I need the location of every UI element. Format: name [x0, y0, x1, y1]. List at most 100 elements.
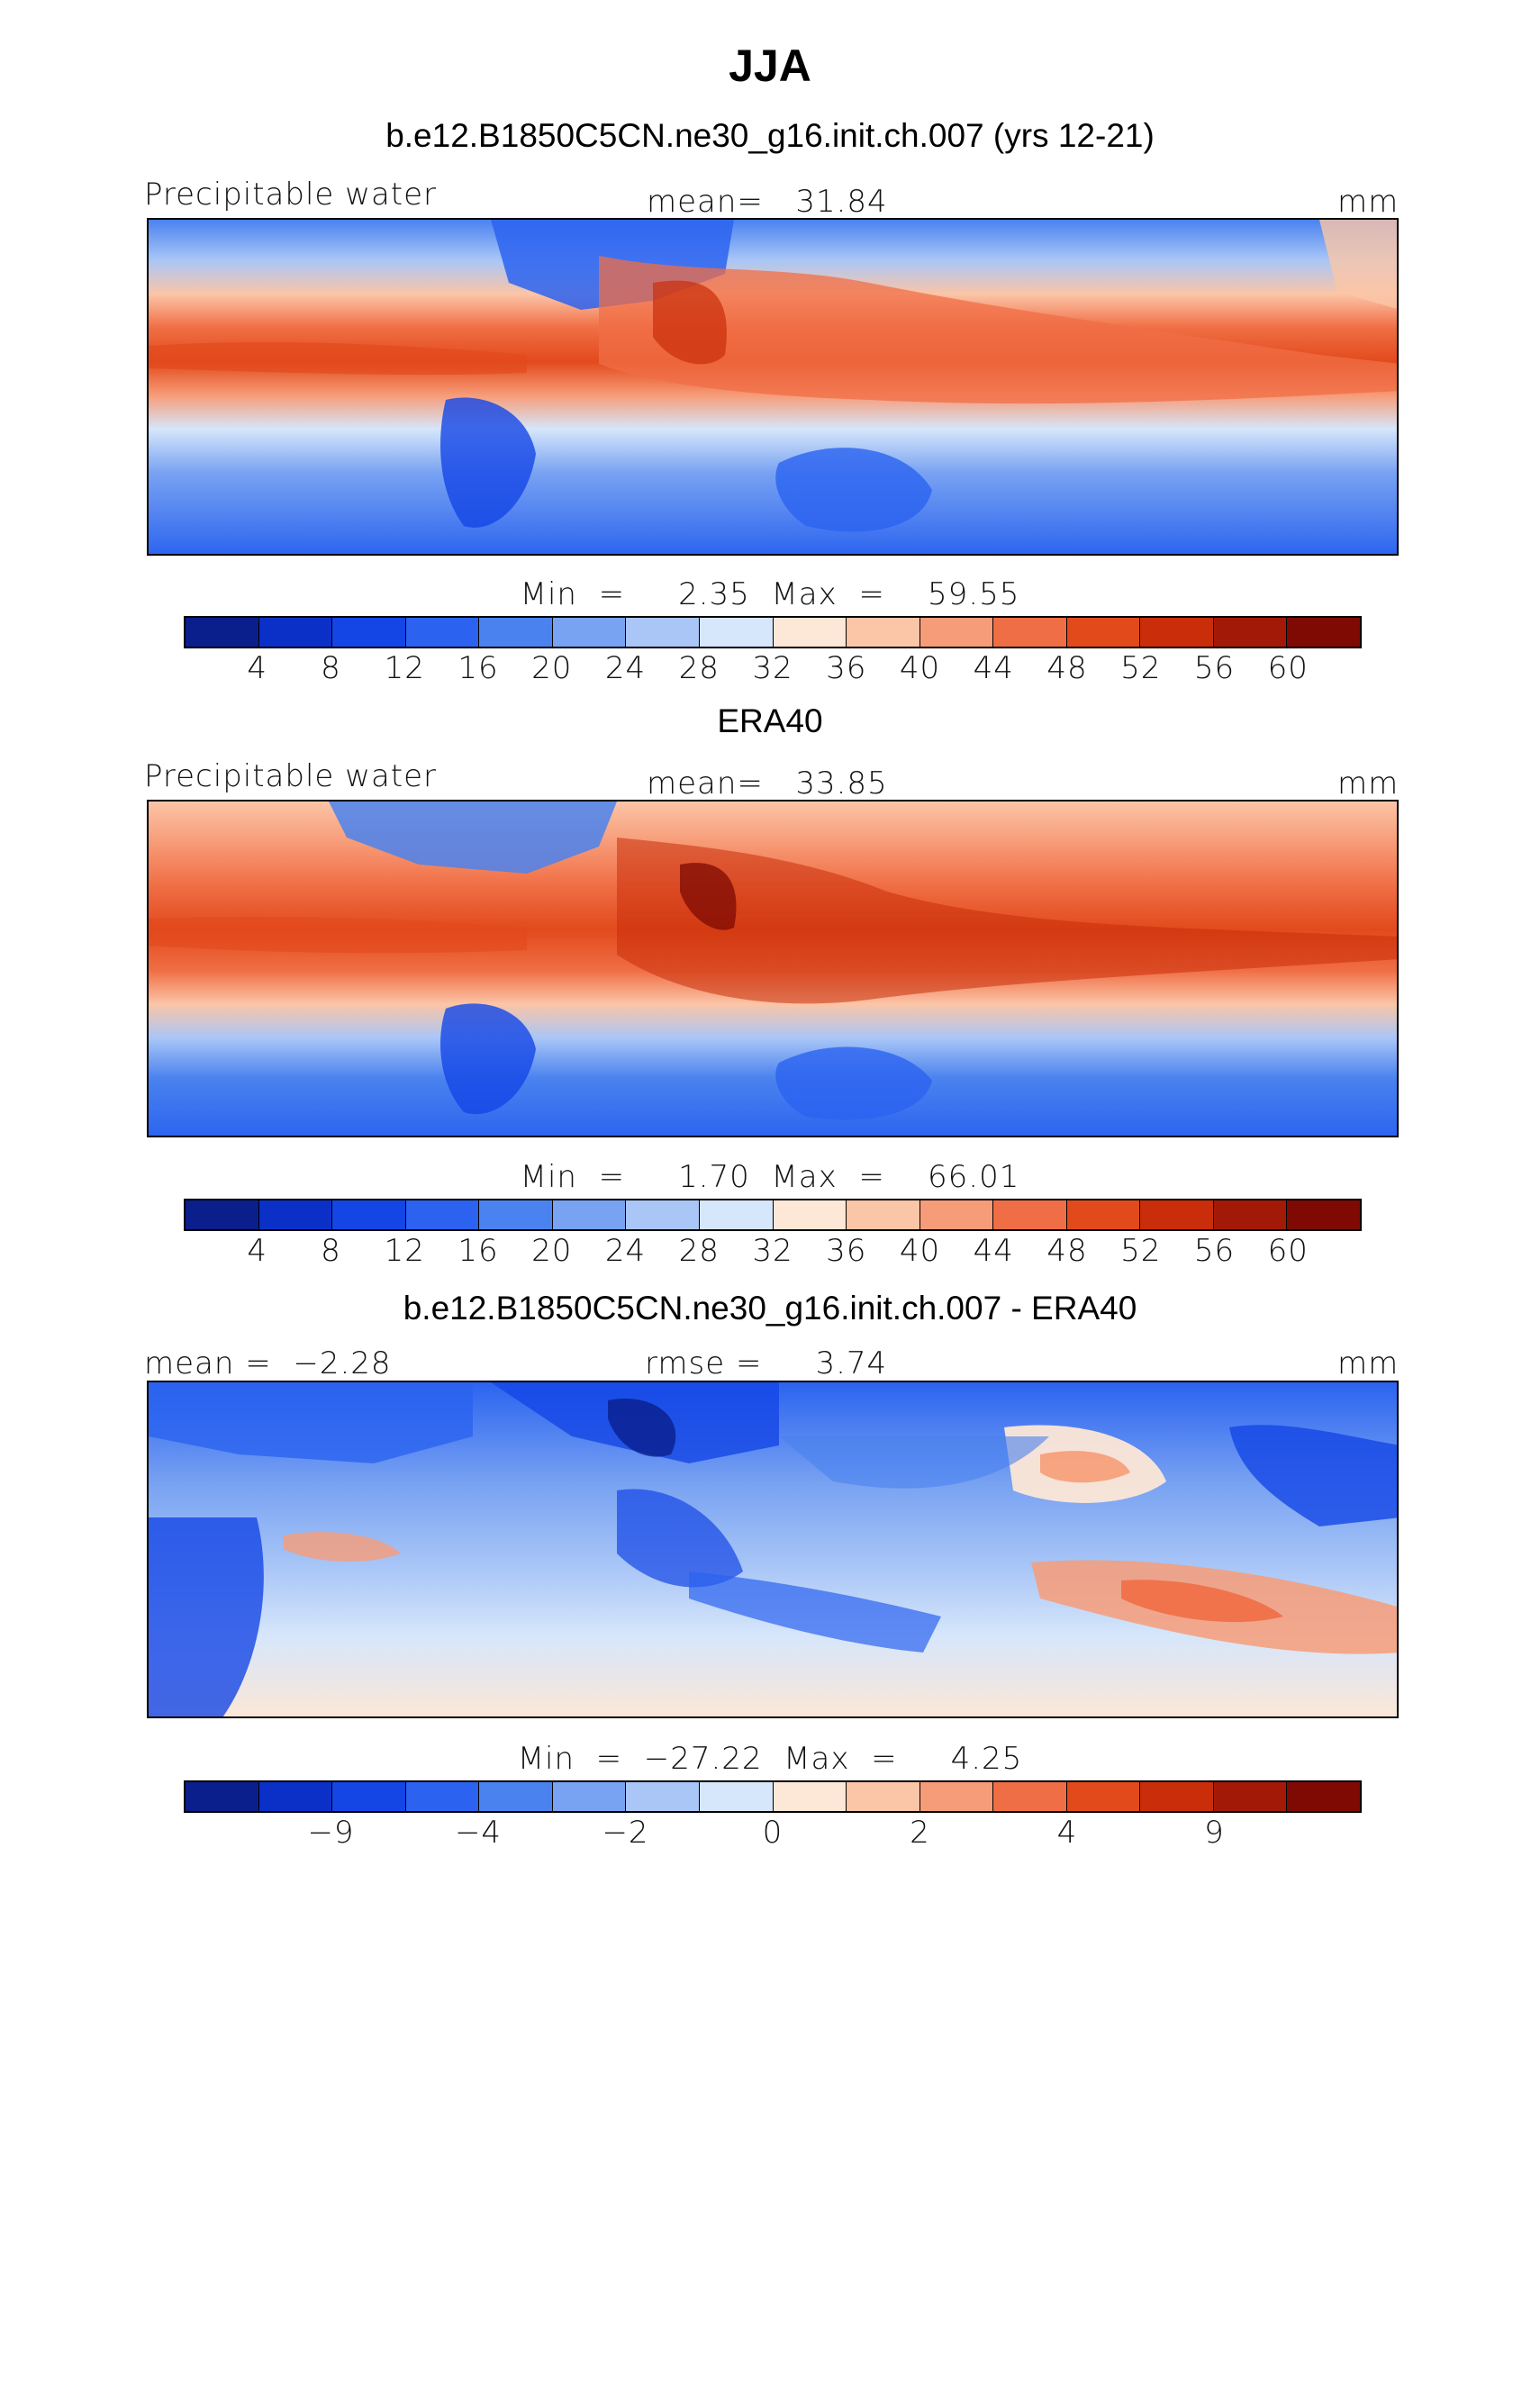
- colorbar-swatch: [186, 1200, 259, 1229]
- colorbar-swatch: [993, 1200, 1067, 1229]
- colorbar-tick-label: 44: [973, 1233, 1014, 1269]
- panel-1-title: b.e12.B1850C5CN.ne30_g16.init.ch.007 (yr…: [385, 117, 1155, 154]
- colorbar-swatch: [405, 618, 480, 647]
- colorbar-swatch: [332, 1200, 406, 1229]
- colorbar-swatch: [479, 1782, 553, 1811]
- panel-1-mean-label: mean= 31.84: [647, 184, 888, 220]
- colorbar-tick-label: 36: [826, 1233, 867, 1269]
- panel-2-units-label: mm: [1337, 765, 1400, 802]
- panel-1-variable-label: Precipitable water: [144, 177, 438, 213]
- colorbar-swatch: [479, 1200, 553, 1229]
- panel-3-mean-label: mean = −2.28: [144, 1345, 392, 1381]
- colorbar-swatch: [552, 1782, 627, 1811]
- colorbar-tick-label: 56: [1193, 1233, 1236, 1269]
- colorbar-swatch: [552, 618, 627, 647]
- colorbar-tick-label: 16: [457, 650, 499, 686]
- colorbar-swatch: [993, 1782, 1067, 1811]
- panel-3-colorbar: [184, 1780, 1362, 1813]
- colorbar-swatch: [699, 1200, 774, 1229]
- colorbar-swatch: [186, 618, 259, 647]
- colorbar-tick-label: 56: [1193, 650, 1236, 686]
- colorbar-tick-label: 0: [762, 1815, 784, 1851]
- colorbar-swatch: [1140, 1200, 1214, 1229]
- panel-1-units-label: mm: [1337, 184, 1400, 220]
- colorbar-tick-label: 32: [752, 650, 793, 686]
- colorbar-tick-label: −2: [602, 1815, 649, 1851]
- colorbar-tick-label: 36: [826, 650, 867, 686]
- colorbar-swatch: [699, 618, 774, 647]
- colorbar-swatch: [773, 618, 847, 647]
- colorbar-tick-label: 28: [678, 1233, 720, 1269]
- colorbar-swatch: [1287, 1200, 1360, 1229]
- colorbar-tick-label: 9: [1204, 1815, 1225, 1851]
- colorbar-swatch: [773, 1200, 847, 1229]
- colorbar-swatch: [626, 1782, 700, 1811]
- colorbar-swatch: [773, 1782, 847, 1811]
- colorbar-tick-label: 44: [973, 650, 1014, 686]
- colorbar-swatch: [258, 1782, 333, 1811]
- colorbar-tick-label: 20: [531, 1233, 573, 1269]
- colorbar-tick-label: 28: [678, 650, 720, 686]
- colorbar-tick-label: 12: [384, 1233, 425, 1269]
- panel-2-map: [147, 800, 1399, 1137]
- panel-2-colorbar-ticks: 4 8 12 16 20 24 28 32 36 40 44 48 52 56 …: [184, 1233, 1362, 1274]
- colorbar-tick-label: 60: [1267, 1233, 1309, 1269]
- colorbar-swatch: [1213, 1782, 1288, 1811]
- panel-2-variable-label: Precipitable water: [144, 758, 438, 794]
- panel-3-map: [147, 1381, 1399, 1718]
- colorbar-tick-label: 8: [321, 650, 341, 686]
- panel-1-min-max: Min = 2.35 Max = 59.55: [520, 576, 1020, 612]
- colorbar-swatch: [847, 618, 920, 647]
- panel-1-map: [147, 218, 1399, 556]
- colorbar-swatch: [1213, 1200, 1288, 1229]
- colorbar-swatch: [626, 1200, 700, 1229]
- colorbar-swatch: [1140, 618, 1214, 647]
- colorbar-swatch: [1213, 618, 1288, 647]
- colorbar-swatch: [699, 1782, 774, 1811]
- colorbar-swatch: [332, 1782, 406, 1811]
- panel-3-colorbar-ticks: −9 −4 −2 0 2 4 9: [184, 1815, 1362, 1856]
- colorbar-tick-label: 4: [247, 1233, 268, 1269]
- colorbar-swatch: [258, 618, 333, 647]
- colorbar-swatch: [1066, 618, 1141, 647]
- colorbar-tick-label: 24: [604, 1233, 647, 1269]
- colorbar-swatch: [479, 618, 553, 647]
- colorbar-swatch: [332, 618, 406, 647]
- colorbar-swatch: [1066, 1200, 1141, 1229]
- colorbar-tick-label: 40: [899, 650, 941, 686]
- colorbar-tick-label: 48: [1046, 1233, 1088, 1269]
- colorbar-swatch: [847, 1200, 920, 1229]
- colorbar-tick-label: 60: [1267, 650, 1309, 686]
- colorbar-tick-label: 48: [1046, 650, 1088, 686]
- colorbar-swatch: [405, 1782, 480, 1811]
- colorbar-tick-label: 32: [752, 1233, 793, 1269]
- colorbar-tick-label: 24: [604, 650, 647, 686]
- colorbar-swatch: [919, 1200, 994, 1229]
- colorbar-tick-label: −4: [454, 1815, 503, 1851]
- figure-title: JJA: [729, 41, 811, 91]
- panel-2-mean-label: mean= 33.85: [647, 765, 888, 802]
- colorbar-tick-label: 2: [910, 1815, 930, 1851]
- colorbar-swatch: [405, 1200, 480, 1229]
- colorbar-tick-label: 4: [1056, 1815, 1078, 1851]
- colorbar-swatch: [919, 618, 994, 647]
- panel-3-title: b.e12.B1850C5CN.ne30_g16.init.ch.007 - E…: [403, 1290, 1137, 1327]
- colorbar-tick-label: 20: [531, 650, 573, 686]
- colorbar-swatch: [847, 1782, 920, 1811]
- panel-3-units-label: mm: [1337, 1345, 1400, 1381]
- panel-3-min-max: Min = −27.22 Max = 4.25: [517, 1741, 1023, 1777]
- colorbar-swatch: [919, 1782, 994, 1811]
- colorbar-swatch: [1287, 1782, 1360, 1811]
- panel-3-rmse-label: rmse = 3.74: [645, 1345, 888, 1381]
- colorbar-swatch: [626, 618, 700, 647]
- panel-2-title: ERA40: [717, 702, 823, 739]
- colorbar-swatch: [258, 1200, 333, 1229]
- colorbar-swatch: [993, 618, 1067, 647]
- colorbar-tick-label: 52: [1120, 650, 1162, 686]
- panel-1-colorbar: [184, 616, 1362, 648]
- colorbar-tick-label: −9: [307, 1815, 355, 1851]
- panel-2-min-max: Min = 1.70 Max = 66.01: [520, 1159, 1020, 1195]
- colorbar-swatch: [1287, 618, 1360, 647]
- colorbar-swatch: [552, 1200, 627, 1229]
- colorbar-tick-label: 4: [247, 650, 268, 686]
